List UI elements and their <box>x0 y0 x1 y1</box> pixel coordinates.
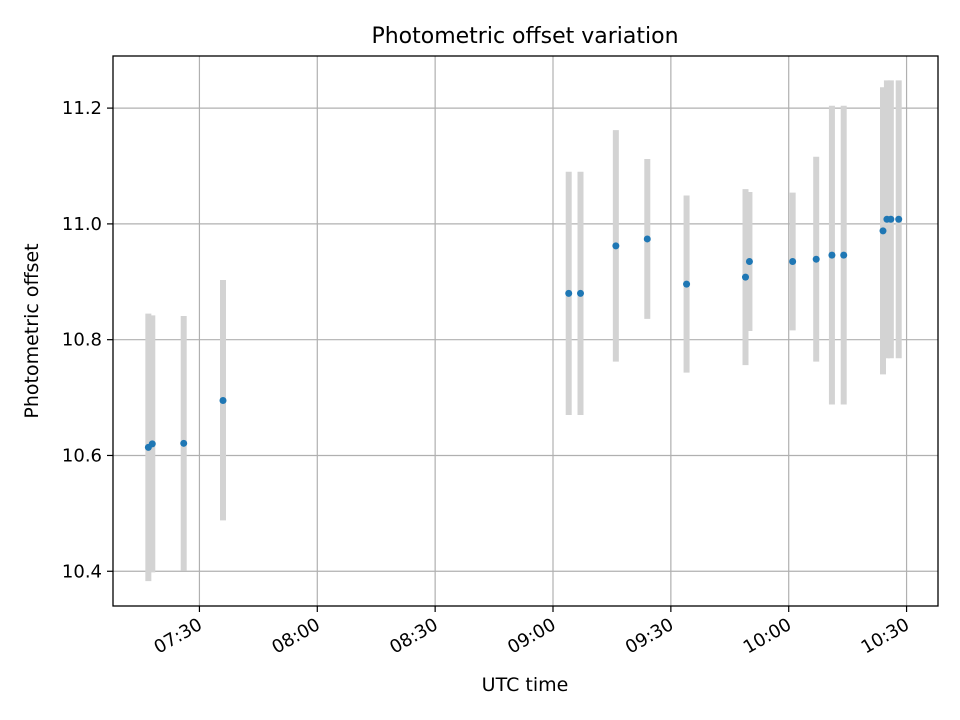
plot-frame <box>112 55 939 607</box>
data-point <box>643 235 651 243</box>
data-point <box>745 258 753 266</box>
data-points <box>144 215 903 451</box>
chart-title: Photometric offset variation <box>371 24 678 49</box>
data-point <box>577 289 584 297</box>
y-tick-label: 10.6 <box>62 445 102 466</box>
axes <box>107 55 939 612</box>
grid-lines <box>113 56 938 606</box>
data-point <box>879 227 887 235</box>
data-point <box>565 289 573 297</box>
data-point <box>887 215 895 223</box>
y-tick-label: 11.2 <box>62 98 102 119</box>
data-point <box>180 439 188 447</box>
data-point <box>219 396 227 404</box>
y-tick-label: 10.4 <box>62 561 102 582</box>
data-point <box>683 280 691 288</box>
data-point <box>840 251 848 259</box>
y-tick-label: 10.8 <box>62 330 102 351</box>
y-tick-label: 11.0 <box>62 214 102 235</box>
data-point <box>812 255 820 263</box>
y-axis-label: Photometric offset <box>21 243 43 418</box>
data-point <box>828 251 836 259</box>
x-axis-label: UTC time <box>482 674 569 696</box>
data-point <box>148 440 156 448</box>
data-point <box>742 273 749 281</box>
data-point <box>789 258 797 266</box>
data-point <box>895 215 903 223</box>
data-point <box>612 242 620 250</box>
